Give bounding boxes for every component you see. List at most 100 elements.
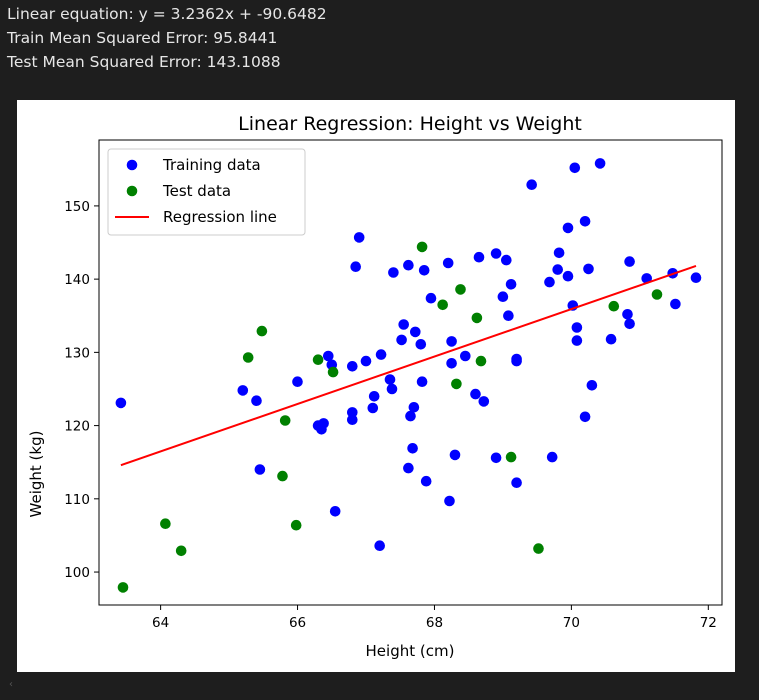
chart-legend: Training data Test data Regression line bbox=[107, 148, 306, 236]
training-point bbox=[505, 279, 517, 290]
training-point bbox=[375, 349, 387, 360]
training-point bbox=[511, 355, 522, 367]
training-point bbox=[497, 291, 509, 302]
training-point bbox=[396, 334, 407, 346]
test-point bbox=[312, 354, 324, 365]
training-point bbox=[407, 443, 418, 454]
x-axis-label: Height (cm) bbox=[366, 642, 455, 660]
training-point bbox=[690, 272, 702, 283]
training-point bbox=[478, 396, 490, 407]
training-point bbox=[624, 256, 635, 267]
training-point bbox=[323, 350, 334, 362]
training-point bbox=[544, 276, 555, 288]
training-point bbox=[460, 350, 471, 362]
training-point bbox=[418, 265, 430, 276]
training-point bbox=[360, 355, 372, 367]
test-point bbox=[451, 378, 462, 390]
training-point bbox=[115, 397, 127, 409]
chart-title: Linear Regression: Height vs Weight bbox=[238, 113, 582, 135]
legend-label: Test data bbox=[162, 182, 231, 200]
y-axis-label: Weight (kg) bbox=[27, 431, 45, 518]
test-mse-text: Test Mean Squared Error: 143.1088 bbox=[7, 53, 281, 71]
legend-marker bbox=[126, 185, 138, 197]
training-point bbox=[425, 292, 437, 304]
training-point bbox=[562, 222, 574, 234]
chart-figure: 64 66 68 70 72 100 110 120 130 140 150 Linear Regr… bbox=[17, 100, 735, 672]
training-point bbox=[367, 402, 379, 414]
training-point bbox=[388, 267, 399, 278]
test-point bbox=[160, 518, 171, 529]
training-point bbox=[605, 333, 617, 345]
test-point bbox=[437, 299, 449, 311]
test-point bbox=[416, 241, 428, 253]
y-tick-label: 120 bbox=[64, 419, 90, 435]
test-point bbox=[242, 352, 254, 363]
x-tick-label: 68 bbox=[426, 615, 443, 631]
training-point bbox=[353, 232, 365, 243]
training-point bbox=[374, 540, 386, 551]
y-tick-label: 150 bbox=[64, 199, 90, 215]
training-point bbox=[329, 506, 341, 517]
chart-svg: 64 66 68 70 72 100 110 120 130 140 150 Linear Regr… bbox=[27, 113, 723, 660]
training-point bbox=[420, 475, 432, 487]
y-tick-label: 110 bbox=[64, 492, 90, 508]
training-point bbox=[562, 270, 574, 282]
y-tick-label: 130 bbox=[64, 345, 90, 361]
test-point bbox=[651, 289, 663, 300]
test-point bbox=[505, 451, 517, 463]
training-point bbox=[408, 402, 420, 413]
training-point bbox=[553, 247, 565, 259]
test-point bbox=[471, 312, 483, 324]
legend-box bbox=[107, 148, 306, 236]
x-tick-label: 64 bbox=[152, 615, 169, 631]
test-point bbox=[279, 415, 291, 426]
training-point bbox=[473, 251, 485, 263]
training-point bbox=[251, 395, 262, 407]
training-point bbox=[503, 310, 514, 321]
training-point bbox=[254, 464, 266, 475]
training-point bbox=[384, 374, 396, 385]
test-point bbox=[533, 543, 544, 554]
training-point bbox=[501, 254, 512, 266]
training-point bbox=[571, 335, 583, 346]
training-point bbox=[416, 376, 428, 388]
test-point bbox=[256, 325, 268, 337]
training-point bbox=[403, 462, 414, 474]
training-point bbox=[410, 326, 421, 338]
training-point bbox=[579, 216, 591, 227]
legend-label: Regression line bbox=[163, 208, 277, 226]
test-point bbox=[290, 519, 302, 531]
training-point bbox=[237, 385, 249, 396]
training-point bbox=[386, 383, 398, 395]
training-point bbox=[347, 414, 358, 426]
output-text: Linear equation: y = 3.2362x + -90.6482 … bbox=[7, 2, 327, 74]
training-point bbox=[318, 418, 329, 429]
training-point bbox=[552, 264, 563, 275]
training-point bbox=[405, 410, 416, 422]
training-point bbox=[571, 322, 583, 333]
training-point bbox=[470, 388, 481, 400]
training-point bbox=[347, 361, 358, 372]
training-point bbox=[569, 162, 581, 174]
training-point bbox=[546, 451, 558, 463]
plot-frame bbox=[98, 139, 723, 606]
training-point bbox=[624, 318, 635, 330]
y-tick-label: 140 bbox=[64, 272, 90, 288]
training-point bbox=[415, 339, 427, 350]
test-point bbox=[175, 545, 187, 557]
chart-marks bbox=[115, 158, 702, 593]
training-point bbox=[583, 263, 594, 275]
training-point bbox=[446, 358, 457, 369]
legend-label: Training data bbox=[162, 156, 261, 174]
training-point bbox=[511, 477, 522, 489]
training-point bbox=[398, 319, 410, 330]
training-point bbox=[490, 248, 502, 259]
training-point bbox=[446, 336, 457, 347]
scroll-left-icon[interactable]: ‹ bbox=[9, 679, 13, 690]
x-tick-label: 72 bbox=[700, 615, 717, 631]
test-point bbox=[277, 470, 288, 482]
test-point bbox=[327, 366, 339, 378]
linear-equation-text: Linear equation: y = 3.2362x + -90.6482 bbox=[7, 5, 327, 23]
test-point bbox=[117, 582, 129, 593]
test-point bbox=[475, 355, 487, 367]
